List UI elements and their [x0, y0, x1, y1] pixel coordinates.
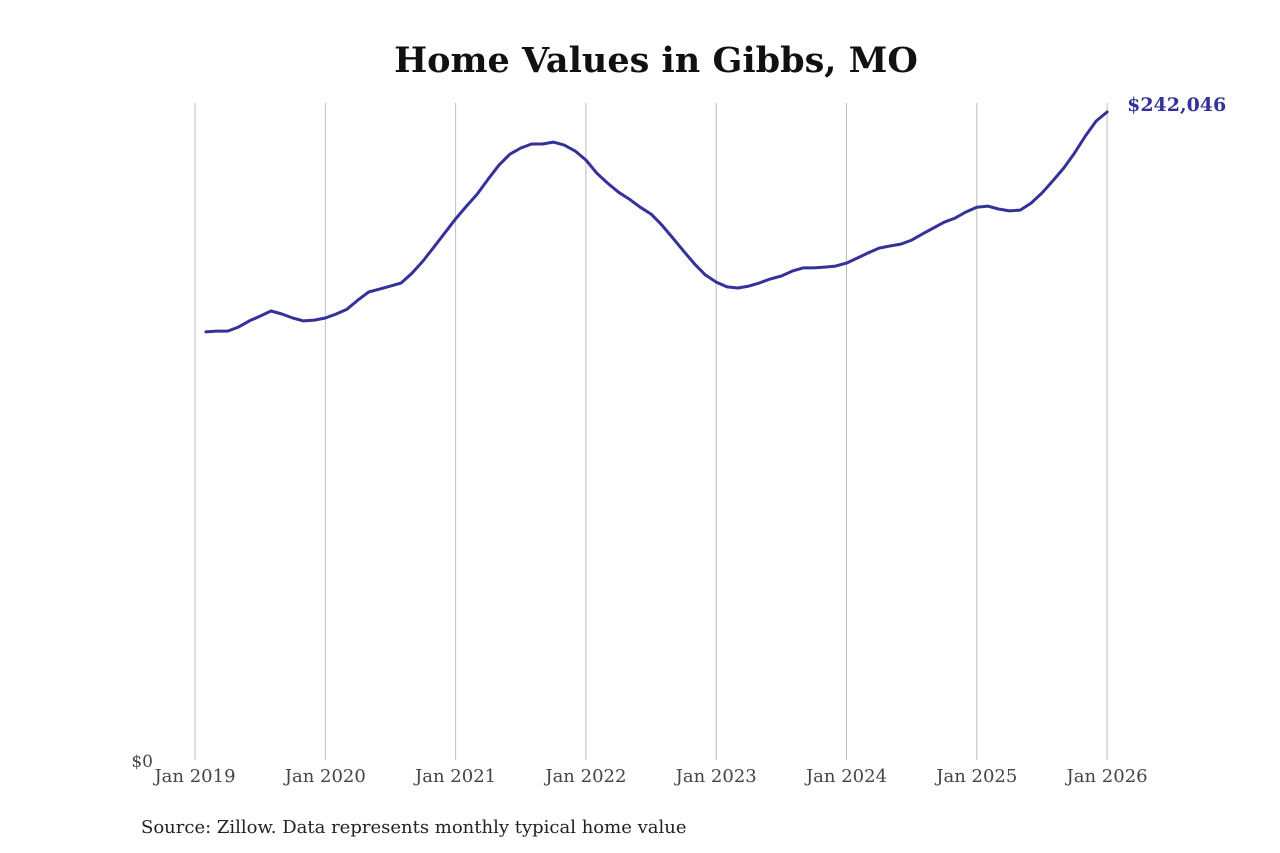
- x-tick-label: Jan 2023: [674, 766, 757, 787]
- x-tick-label: Jan 2025: [934, 766, 1017, 787]
- series-line: [204, 110, 1109, 334]
- x-tick-label: Jan 2020: [283, 766, 366, 787]
- end-value-label: $242,046: [1127, 94, 1226, 116]
- y-tick-label: $0: [131, 752, 153, 772]
- x-tick-label: Jan 2022: [543, 766, 626, 787]
- x-tick-label: Jan 2019: [152, 766, 235, 787]
- x-tick-label: Jan 2024: [804, 766, 887, 787]
- source-note: Source: Zillow. Data represents monthly …: [141, 817, 687, 838]
- chart-title: Home Values in Gibbs, MO: [394, 40, 918, 81]
- x-tick-label: Jan 2021: [413, 766, 496, 787]
- x-tick-label: Jan 2026: [1065, 766, 1148, 787]
